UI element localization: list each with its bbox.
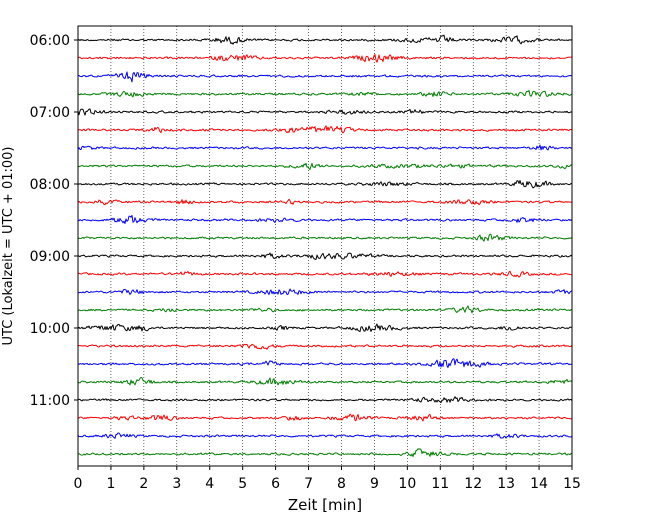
x-tick-label-3: 3 xyxy=(172,476,181,492)
trace-row-09:30 xyxy=(77,288,573,295)
x-tick-label-7: 7 xyxy=(304,476,313,492)
trace-row-11:45 xyxy=(77,448,573,458)
x-tick-label-2: 2 xyxy=(139,476,148,492)
y-axis: 06:00 07:00 08:00 09:00 10:00 11:00 xyxy=(30,33,78,409)
trace-row-11:00 xyxy=(77,396,573,404)
trace-row-06:15 xyxy=(77,54,573,63)
trace-row-07:30 xyxy=(77,144,573,151)
x-axis-label: Zeit [min] xyxy=(288,496,362,514)
x-tick-label-10: 10 xyxy=(398,476,416,492)
trace-row-09:15 xyxy=(77,270,573,278)
y-tick-label-3: 09:00 xyxy=(30,249,70,265)
trace-row-11:30 xyxy=(77,432,573,439)
trace-row-08:00 xyxy=(77,180,573,189)
x-tick-label-4: 4 xyxy=(205,476,214,492)
grid-lines xyxy=(110,26,540,466)
trace-row-07:45 xyxy=(77,162,573,170)
x-tick-label-9: 9 xyxy=(370,476,379,492)
y-tick-label-0: 06:00 xyxy=(30,33,70,49)
trace-row-07:00 xyxy=(77,108,573,116)
trace-row-08:45 xyxy=(77,233,573,242)
trace-row-08:15 xyxy=(77,198,573,206)
trace-row-06:00 xyxy=(77,34,573,45)
trace-row-10:15 xyxy=(77,343,573,350)
x-tick-label-11: 11 xyxy=(431,476,449,492)
y-tick-label-2: 08:00 xyxy=(30,177,70,193)
trace-row-10:30 xyxy=(77,358,573,368)
x-tick-label-13: 13 xyxy=(497,476,515,492)
x-tick-label-0: 0 xyxy=(74,476,83,492)
trace-row-09:00 xyxy=(77,252,573,261)
trace-row-06:30 xyxy=(77,71,573,83)
plot-frame xyxy=(77,25,573,467)
y-tick-label-1: 07:00 xyxy=(30,105,70,121)
traces xyxy=(77,34,573,458)
trace-row-08:30 xyxy=(77,214,573,225)
x-tick-label-1: 1 xyxy=(106,476,115,492)
x-tick-label-15: 15 xyxy=(563,476,581,492)
x-tick-label-5: 5 xyxy=(238,476,247,492)
trace-row-10:45 xyxy=(77,376,573,386)
y-tick-label-4: 10:00 xyxy=(30,321,70,337)
x-tick-label-14: 14 xyxy=(530,476,548,492)
trace-row-10:00 xyxy=(77,323,573,333)
y-tick-label-5: 11:00 xyxy=(30,393,70,409)
x-tick-label-6: 6 xyxy=(271,476,280,492)
x-tick-label-8: 8 xyxy=(337,476,346,492)
x-axis: 0 1 2 3 4 5 6 7 8 9 10 11 12 13 14 15 xyxy=(74,466,581,492)
trace-row-09:45 xyxy=(77,305,573,314)
trace-row-11:15 xyxy=(77,413,573,422)
y-axis-label: UTC (Lokalzeit = UTC + 01:00) xyxy=(1,147,16,346)
trace-row-07:15 xyxy=(77,125,573,134)
x-tick-label-12: 12 xyxy=(464,476,482,492)
trace-row-06:45 xyxy=(77,90,573,98)
